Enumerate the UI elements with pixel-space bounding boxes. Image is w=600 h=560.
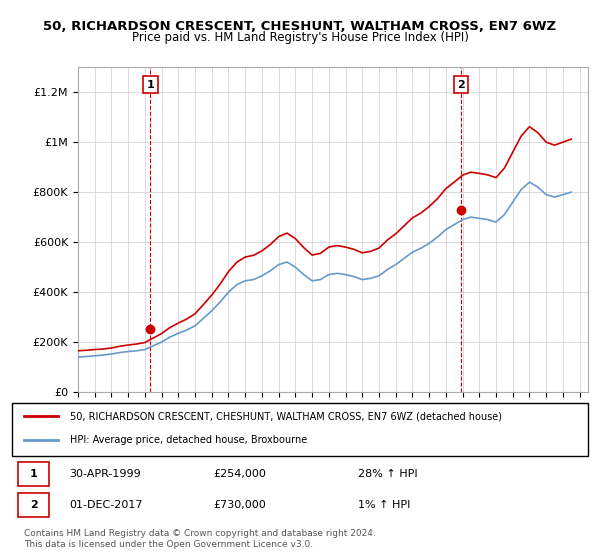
Text: 50, RICHARDSON CRESCENT, CHESHUNT, WALTHAM CROSS, EN7 6WZ (detached house): 50, RICHARDSON CRESCENT, CHESHUNT, WALTH… [70, 412, 502, 422]
Text: 28% ↑ HPI: 28% ↑ HPI [358, 469, 417, 479]
Text: £254,000: £254,000 [214, 469, 266, 479]
Text: £730,000: £730,000 [214, 500, 266, 510]
FancyBboxPatch shape [18, 493, 49, 517]
FancyBboxPatch shape [12, 403, 588, 456]
Text: 1: 1 [146, 80, 154, 90]
Text: 2: 2 [30, 500, 37, 510]
Text: 01-DEC-2017: 01-DEC-2017 [70, 500, 143, 510]
Text: 1: 1 [30, 469, 37, 479]
Text: HPI: Average price, detached house, Broxbourne: HPI: Average price, detached house, Brox… [70, 436, 307, 445]
Text: Contains HM Land Registry data © Crown copyright and database right 2024.
This d: Contains HM Land Registry data © Crown c… [24, 529, 376, 549]
Text: 50, RICHARDSON CRESCENT, CHESHUNT, WALTHAM CROSS, EN7 6WZ: 50, RICHARDSON CRESCENT, CHESHUNT, WALTH… [43, 20, 557, 32]
Text: 30-APR-1999: 30-APR-1999 [70, 469, 142, 479]
Text: 1% ↑ HPI: 1% ↑ HPI [358, 500, 410, 510]
Text: Price paid vs. HM Land Registry's House Price Index (HPI): Price paid vs. HM Land Registry's House … [131, 31, 469, 44]
Text: 2: 2 [457, 80, 465, 90]
FancyBboxPatch shape [18, 462, 49, 486]
